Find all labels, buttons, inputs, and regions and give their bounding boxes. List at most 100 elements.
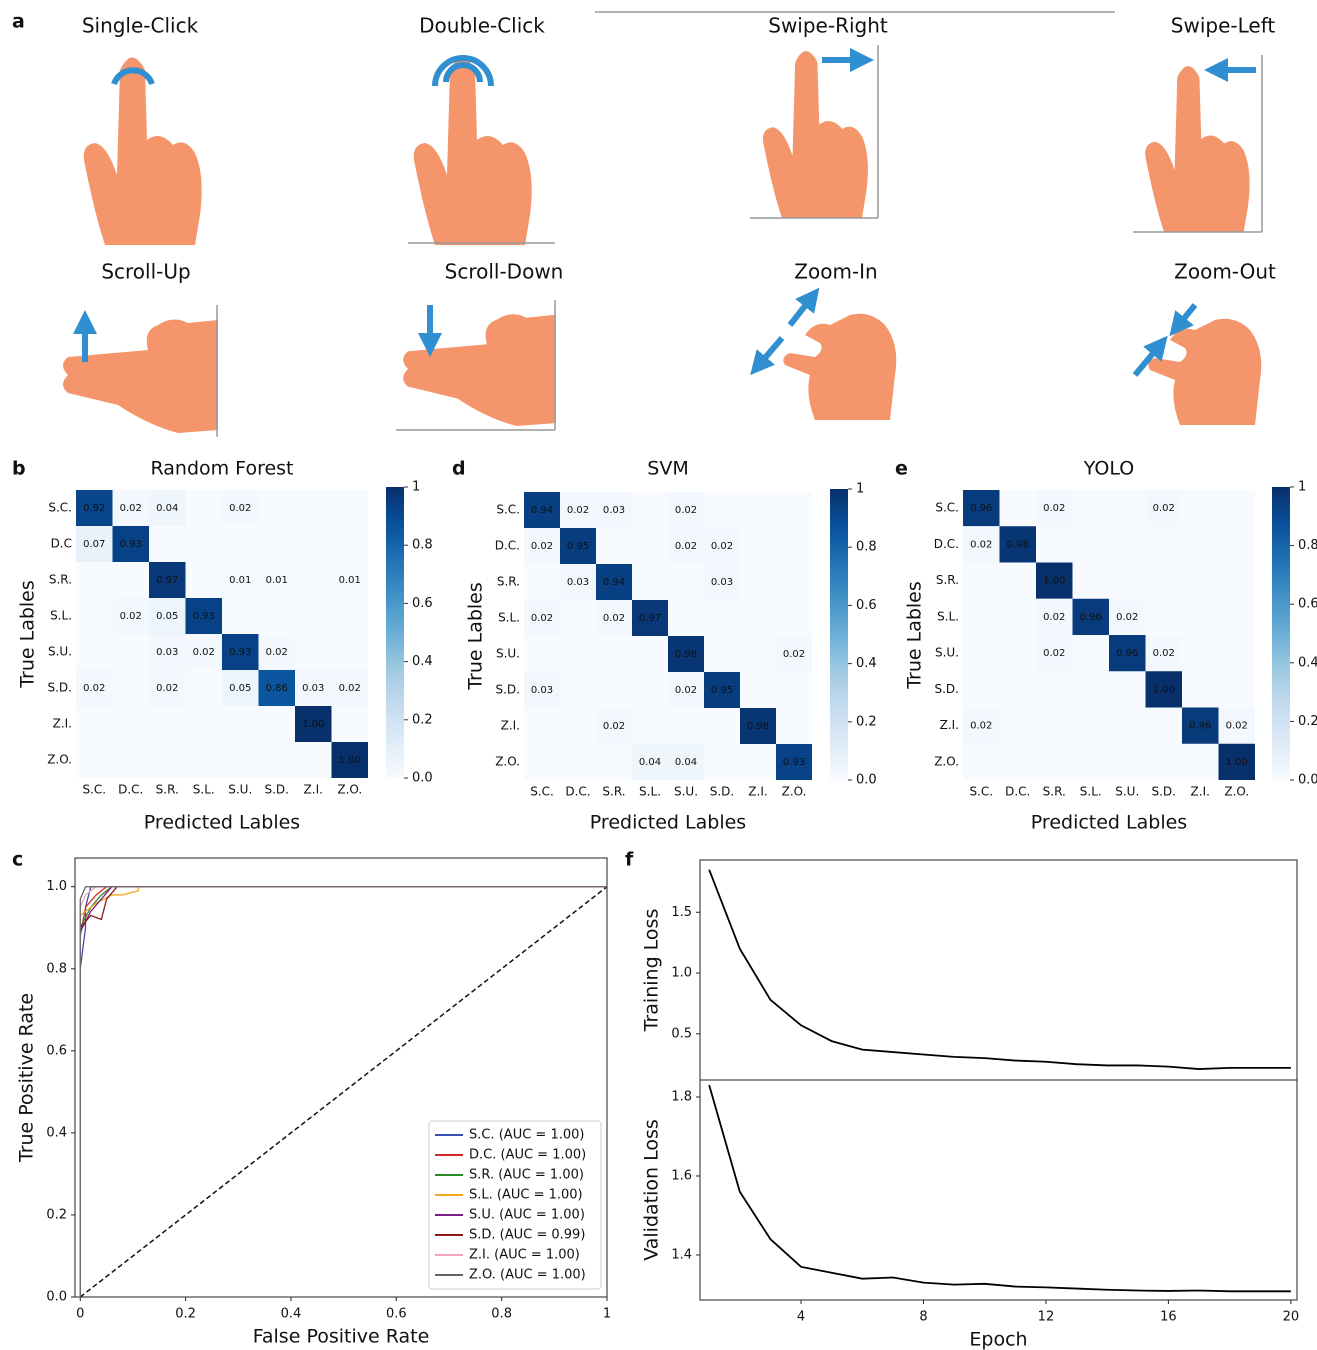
- x-tick-label: 0: [76, 1307, 84, 1322]
- heatmap-cell: [76, 526, 113, 562]
- panel-label: e: [895, 458, 908, 480]
- cell-label: 0.95: [711, 685, 733, 696]
- heatmap-cell: [1109, 598, 1146, 635]
- cell-label: 0.03: [603, 505, 625, 516]
- colorbar: [386, 487, 404, 778]
- y-tick-label: S.R.: [49, 573, 72, 587]
- legend-box: [428, 1120, 602, 1290]
- heatmap-cell: [668, 744, 704, 780]
- x-tick-label: 16: [1160, 1310, 1177, 1325]
- legend-label: D.C. (AUC = 1.00): [469, 1148, 586, 1163]
- cell-label: 0.02: [1153, 648, 1175, 659]
- cell-label: 0.02: [229, 503, 251, 514]
- y-tick-label: S.C.: [935, 501, 959, 515]
- chart-title: SVM: [647, 458, 688, 480]
- y-axis-label: True Lables: [465, 582, 487, 691]
- heatmap-cell: [963, 707, 1000, 744]
- heatmap-cell: [524, 600, 560, 636]
- y-axis-label: True Lables: [904, 581, 926, 690]
- cell-label: 0.97: [639, 613, 661, 624]
- heatmap-cell: [185, 634, 222, 670]
- colorbar-tick-label: 0.0: [412, 771, 433, 786]
- x-tick-label: 12: [1038, 1310, 1055, 1325]
- legend-label: Z.O. (AUC = 1.00): [469, 1268, 586, 1283]
- heatmap-cell: [1218, 743, 1255, 780]
- x-tick-label: S.C.: [82, 783, 106, 797]
- plot-frame: [699, 1079, 1298, 1301]
- reference-diagonal: [79, 886, 608, 1298]
- cell-label: 0.02: [970, 539, 992, 550]
- cell-label: 0.02: [193, 647, 215, 658]
- cell-label: 0.96: [970, 503, 992, 514]
- cell-label: 0.02: [675, 541, 697, 552]
- cell-label: 0.02: [1043, 648, 1065, 659]
- gesture-label: Double-Click: [419, 14, 545, 38]
- colorbar-tick-label: 0.2: [1298, 714, 1317, 729]
- x-tick-label: S.C.: [969, 785, 993, 799]
- gesture-label: Single-Click: [82, 14, 199, 38]
- x-tick-label: S.U.: [674, 785, 698, 799]
- chart-title: YOLO: [1083, 458, 1134, 480]
- gesture-label: Swipe-Right: [768, 14, 888, 38]
- x-tick-label: S.U.: [228, 783, 252, 797]
- cell-label: 1.00: [1153, 684, 1175, 695]
- data-line: [708, 869, 1291, 1070]
- heatmap-cell: [112, 490, 149, 526]
- y-tick-label: D.C: [51, 537, 72, 551]
- y-tick-label: S.D.: [935, 682, 960, 696]
- gesture-label: Zoom-In: [794, 260, 877, 284]
- cell-label: 0.92: [83, 503, 105, 514]
- y-tick-label: Z.O.: [495, 755, 520, 769]
- heatmap-cell: [149, 670, 186, 706]
- heatmap-cell: [560, 492, 596, 528]
- x-tick-label: Z.I.: [1191, 785, 1210, 799]
- x-tick-label: Z.O.: [337, 783, 362, 797]
- colorbar-tick-label: 1: [1298, 480, 1306, 495]
- heatmap-cell: [1145, 635, 1182, 672]
- x-tick-label: Z.O.: [782, 785, 807, 799]
- heatmap-cell: [524, 528, 560, 564]
- heatmap-cell: [331, 670, 368, 706]
- cell-label: 0.02: [567, 505, 589, 516]
- y-tick-label: Z.O.: [934, 754, 959, 768]
- chart-title: Random Forest: [150, 458, 293, 480]
- y-tick-label: 1.0: [671, 966, 692, 981]
- heatmap-cell: [149, 598, 186, 634]
- heatmap-cell: [222, 670, 259, 706]
- cell-label: 0.02: [970, 721, 992, 732]
- x-tick-label: 4: [797, 1310, 805, 1325]
- heatmap-cell: [258, 634, 295, 670]
- heatmap-cell: [740, 708, 776, 744]
- cell-label: 0.02: [120, 503, 142, 514]
- x-tick-label: S.R.: [1043, 785, 1066, 799]
- cell-label: 0.03: [567, 577, 589, 588]
- y-tick-label: S.C.: [496, 503, 520, 517]
- plot-frame: [699, 859, 1298, 1081]
- y-tick-label: 1.5: [671, 905, 692, 920]
- cell-label: 0.86: [266, 683, 288, 694]
- legend-label: S.C. (AUC = 1.00): [469, 1128, 584, 1143]
- x-axis-label: Predicted Lables: [144, 812, 300, 834]
- colorbar: [830, 489, 848, 780]
- y-tick-label: Z.I.: [501, 719, 520, 733]
- x-tick-label: 0.4: [281, 1307, 302, 1322]
- cell-label: 0.93: [229, 647, 251, 658]
- cell-label: 0.03: [531, 685, 553, 696]
- y-tick-label: D.C.: [934, 537, 959, 551]
- heatmap-cell: [222, 634, 259, 670]
- heatmap-cell: [668, 492, 704, 528]
- colorbar-tick-label: 1: [856, 482, 864, 497]
- x-tick-label: 8: [919, 1310, 927, 1325]
- colorbar-tick-label: 0.8: [856, 540, 877, 555]
- heatmap-cell: [596, 600, 632, 636]
- heatmap-cell: [331, 562, 368, 598]
- heatmap-cell: [1072, 598, 1109, 635]
- heatmap-cell: [295, 706, 332, 742]
- x-tick-label: 20: [1283, 1310, 1300, 1325]
- heatmap-cell: [668, 636, 704, 672]
- cell-label: 0.97: [156, 575, 178, 586]
- y-tick-label: D.C.: [495, 539, 520, 553]
- y-tick-label: S.L.: [937, 609, 959, 623]
- cell-label: 0.05: [156, 611, 178, 622]
- gesture-label: Zoom-Out: [1174, 260, 1276, 284]
